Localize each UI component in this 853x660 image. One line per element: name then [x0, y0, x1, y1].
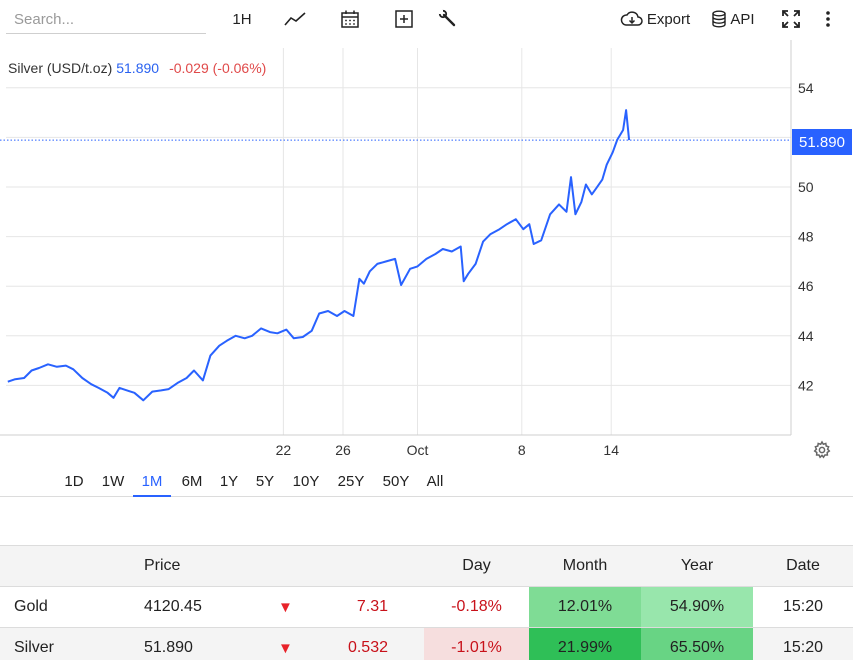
row-year: 65.50% — [641, 627, 753, 660]
add-icon — [395, 10, 413, 28]
more-button[interactable] — [818, 6, 838, 32]
x-tick-label: 8 — [518, 442, 526, 458]
y-tick-label: 46 — [798, 278, 814, 294]
api-button[interactable]: API — [708, 6, 758, 32]
row-day: -0.18% — [424, 586, 529, 628]
y-tick-label: 42 — [798, 377, 814, 393]
range-25y-button[interactable]: 25Y — [337, 473, 365, 490]
database-icon — [712, 10, 727, 28]
row-month: 12.01% — [529, 586, 641, 628]
range-1d-button[interactable]: 1D — [64, 473, 84, 490]
last-price-tag: 51.890 — [792, 129, 852, 155]
legend-change: -0.029 (-0.06%) — [169, 60, 267, 76]
price-chart[interactable]: 42444648505254Sep2226Oct814 — [0, 40, 853, 466]
down-arrow-icon: ▼ — [214, 586, 314, 628]
y-tick-label: 50 — [798, 179, 814, 195]
header-day: Day — [424, 545, 529, 587]
row-year: 54.90% — [641, 586, 753, 628]
more-vertical-icon — [826, 11, 830, 27]
toolbar: 1H — [0, 0, 853, 38]
export-button[interactable]: Export — [618, 6, 692, 32]
y-tick-label: 54 — [798, 80, 814, 96]
header-date: Date — [753, 545, 853, 587]
date-range-button[interactable] — [338, 6, 362, 32]
range-1w-button[interactable]: 1W — [101, 473, 125, 490]
x-tick-label: Oct — [407, 442, 429, 458]
row-date: 15:20 — [753, 627, 853, 660]
table-header: Price Day Month Year Date — [0, 545, 853, 587]
header-change — [314, 545, 424, 587]
range-5y-button[interactable]: 5Y — [255, 473, 275, 490]
row-price: 51.890 — [110, 627, 214, 660]
header-month: Month — [529, 545, 641, 587]
row-name: Gold — [0, 586, 110, 628]
interval-button[interactable]: 1H — [232, 10, 252, 28]
fullscreen-icon — [782, 10, 800, 28]
header-year: Year — [641, 545, 753, 587]
gear-icon[interactable] — [812, 440, 832, 460]
wrench-icon — [438, 9, 456, 27]
chart-legend: Silver (USD/t.oz) 51.890 -0.029 (-0.06%) — [8, 60, 266, 76]
calendar-icon — [341, 10, 359, 28]
header-direction — [214, 545, 314, 587]
range-6m-button[interactable]: 6M — [181, 473, 203, 490]
y-tick-label: 44 — [798, 328, 814, 344]
quotes-table: Price Day Month Year Date Gold 4120.45 ▼… — [0, 545, 853, 660]
x-tick-label: 14 — [603, 442, 619, 458]
range-selector: 1D 1W 1M 6M 1Y 5Y 10Y 25Y 50Y All — [0, 466, 853, 497]
range-all-button[interactable]: All — [426, 473, 444, 490]
row-date: 15:20 — [753, 586, 853, 628]
row-change: 7.31 — [314, 586, 424, 628]
range-10y-button[interactable]: 10Y — [292, 473, 320, 490]
add-indicator-button[interactable] — [392, 6, 416, 32]
row-price: 4120.45 — [110, 586, 214, 628]
row-change: 0.532 — [314, 627, 424, 660]
chart-type-button[interactable] — [282, 6, 308, 32]
legend-name: Silver (USD/t.oz) — [8, 60, 113, 76]
x-tick-label: 22 — [276, 442, 292, 458]
cloud-download-icon — [620, 11, 643, 26]
y-tick-label: 48 — [798, 229, 814, 245]
range-50y-button[interactable]: 50Y — [382, 473, 410, 490]
row-name: Silver — [0, 627, 110, 660]
legend-price: 51.890 — [116, 60, 160, 76]
line-chart-icon — [284, 12, 306, 26]
fullscreen-button[interactable] — [779, 6, 803, 32]
header-price: Price — [110, 545, 214, 587]
export-label: Export — [646, 10, 691, 28]
search-input[interactable] — [6, 6, 206, 34]
table-row-silver[interactable]: Silver 51.890 ▼ 0.532 -1.01% 21.99% 65.5… — [0, 627, 853, 660]
range-1m-button[interactable]: 1M — [133, 466, 171, 497]
header-name — [0, 545, 110, 587]
row-month: 21.99% — [529, 627, 641, 660]
api-label: API — [730, 10, 755, 28]
x-tick-label: 26 — [335, 442, 351, 458]
down-arrow-icon: ▼ — [214, 627, 314, 660]
tools-button[interactable] — [436, 6, 460, 32]
row-day: -1.01% — [424, 627, 529, 660]
silver-price-line — [7, 109, 631, 402]
table-row-gold[interactable]: Gold 4120.45 ▼ 7.31 -0.18% 12.01% 54.90%… — [0, 586, 853, 628]
range-1y-button[interactable]: 1Y — [219, 473, 239, 490]
